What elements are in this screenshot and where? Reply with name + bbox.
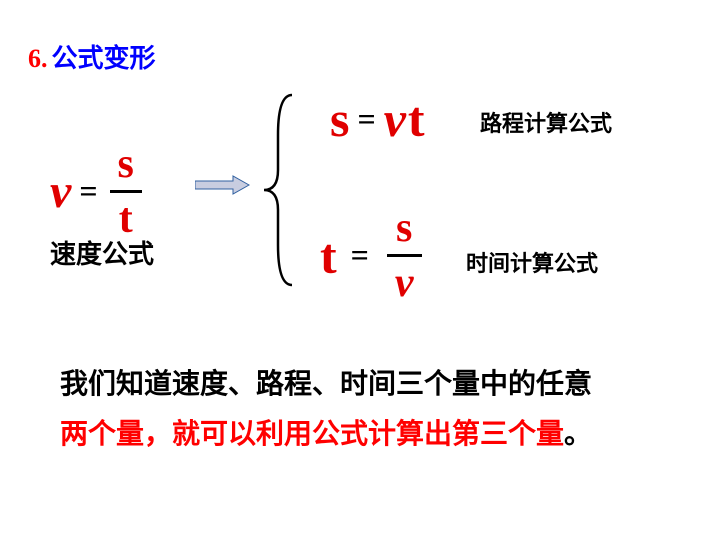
fraction-bar xyxy=(387,254,422,257)
variable-v: v xyxy=(384,90,406,148)
variable-s: s xyxy=(110,140,142,188)
equals-sign: = xyxy=(357,101,375,138)
speed-formula-label: 速度公式 xyxy=(50,234,154,271)
fraction-s-over-v: s v xyxy=(387,204,422,307)
equals-sign: = xyxy=(351,237,369,274)
variable-v: v xyxy=(387,259,422,307)
section-header: 6. 公式变形 xyxy=(28,38,156,75)
variable-s: s xyxy=(388,204,420,252)
equals-sign: = xyxy=(79,173,97,210)
fraction-bar xyxy=(110,190,142,193)
distance-formula-label: 路程计算公式 xyxy=(480,106,612,138)
text-period: 。 xyxy=(564,419,592,450)
variable-t: t xyxy=(320,227,337,285)
explanation-text: 我们知道速度、路程、时间三个量中的任意 两个量，就可以利用公式计算出第三个量。 xyxy=(60,360,660,461)
variable-t: t xyxy=(408,90,425,148)
variable-s: s xyxy=(330,90,349,148)
brace-icon xyxy=(260,90,300,290)
variable-v: v xyxy=(50,164,71,219)
time-formula: t = s v xyxy=(320,204,422,307)
fraction-s-over-t: s t xyxy=(110,140,142,243)
arrow-icon xyxy=(195,175,250,195)
time-formula-label: 时间计算公式 xyxy=(466,246,598,278)
text-red-2: 计算出第三个量 xyxy=(368,419,564,450)
header-number: 6. xyxy=(28,44,48,73)
text-line-1: 我们知道速度、路程、时间三个量中的任意 xyxy=(60,369,592,400)
speed-formula: v = s t xyxy=(50,140,142,243)
text-red-1: 两个量，就可以利用公式 xyxy=(60,419,368,450)
header-title: 公式变形 xyxy=(52,44,156,73)
distance-formula: s = v t xyxy=(330,90,425,148)
